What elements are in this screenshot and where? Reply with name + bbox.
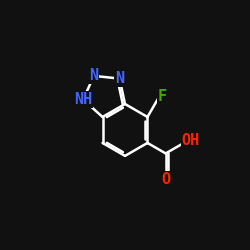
- Text: N: N: [115, 71, 124, 86]
- Text: OH: OH: [182, 133, 200, 148]
- Text: F: F: [158, 89, 167, 104]
- Text: NH: NH: [74, 92, 92, 107]
- Text: O: O: [161, 172, 170, 187]
- Text: N: N: [89, 68, 98, 84]
